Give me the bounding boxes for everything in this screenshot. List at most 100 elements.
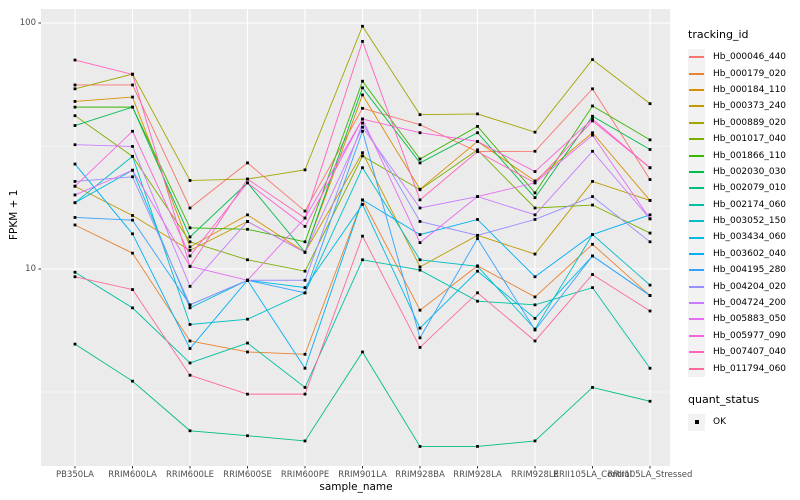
legend-key-swatch — [688, 212, 705, 230]
data-point — [361, 24, 364, 28]
legend-key-swatch — [688, 179, 705, 197]
data-point — [533, 295, 537, 299]
quant-status-legend-entries: OK — [688, 413, 800, 431]
data-point — [418, 157, 422, 161]
data-point — [73, 114, 77, 118]
legend-key-swatch — [688, 245, 705, 263]
y-tick-label: 10 — [25, 263, 36, 274]
data-point — [303, 291, 307, 295]
data-point — [591, 131, 594, 135]
legend-key-line — [689, 252, 704, 255]
legend-key-line — [689, 220, 704, 223]
x-tick-label: RRIM600SE — [223, 470, 272, 480]
data-point — [246, 220, 249, 223]
legend-key-swatch — [688, 327, 705, 345]
data-point — [131, 232, 134, 236]
legend-entry: Hb_000046_440 — [688, 48, 800, 66]
data-point — [188, 373, 192, 377]
legend-entry: Hb_002030_030 — [688, 163, 800, 181]
data-point — [73, 223, 77, 227]
data-point — [188, 323, 192, 326]
data-point — [131, 288, 134, 291]
data-point — [73, 124, 77, 127]
data-point — [73, 275, 77, 279]
x-axis-title: sample_name — [319, 481, 393, 493]
data-point — [303, 224, 307, 228]
x-tick-label: RRIM928LE — [511, 470, 559, 480]
legend-key-swatch — [688, 147, 705, 165]
data-point — [648, 178, 652, 181]
data-point — [533, 191, 537, 195]
legend-title-quant-status: quant_status — [688, 392, 760, 406]
legend-entry-label: Hb_000373_240 — [713, 101, 787, 112]
data-point — [533, 252, 537, 256]
data-point — [73, 193, 77, 197]
legend-entry: Hb_004204_020 — [688, 278, 800, 296]
legend-key-swatch — [688, 278, 705, 296]
legend-key-line — [689, 187, 704, 190]
data-point — [418, 445, 422, 448]
legend-entry-label: Hb_004204_020 — [713, 281, 787, 292]
data-point — [648, 102, 652, 106]
data-point — [533, 339, 537, 343]
legend-key-swatch — [688, 310, 705, 328]
data-point — [303, 352, 307, 356]
data-point — [73, 184, 77, 188]
data-point — [246, 258, 249, 262]
legend-key-swatch — [688, 130, 705, 148]
data-point — [418, 131, 422, 135]
legend-entry: Hb_003602_040 — [688, 245, 800, 263]
data-point — [188, 206, 192, 210]
data-point — [533, 275, 537, 279]
data-point — [418, 113, 422, 117]
data-point — [303, 216, 307, 220]
x-tick-label: RRII105LA_Control — [553, 470, 632, 480]
data-point — [476, 140, 479, 143]
legend-key-line — [689, 88, 704, 91]
data-point — [591, 149, 594, 153]
data-point — [418, 233, 422, 236]
data-point — [476, 291, 479, 295]
data-point — [591, 133, 594, 137]
data-point — [533, 303, 537, 307]
quant-status-legend: quant_status OK — [688, 392, 800, 431]
data-point — [648, 138, 652, 142]
data-point — [591, 114, 594, 118]
data-point — [361, 86, 364, 90]
data-point — [418, 346, 422, 349]
legend-entry-label: Hb_004195_280 — [713, 265, 787, 276]
data-point — [303, 439, 307, 443]
data-point — [73, 162, 77, 166]
legend-entry-label: Hb_003052_150 — [713, 216, 787, 227]
legend-entry-label: Hb_000046_440 — [713, 52, 787, 63]
data-point — [591, 233, 594, 236]
data-point — [246, 278, 249, 282]
data-point — [533, 179, 537, 183]
data-point — [303, 366, 307, 370]
data-point — [418, 308, 422, 312]
legend-entry-label: Hb_000179_020 — [713, 68, 787, 79]
data-point — [418, 123, 422, 127]
data-point — [246, 341, 249, 345]
legend-key-swatch — [688, 163, 705, 181]
legend-entry: Hb_005977_090 — [688, 327, 800, 345]
legend-key-line — [689, 351, 704, 354]
data-point — [361, 258, 364, 262]
data-point — [476, 112, 479, 116]
data-point — [591, 386, 594, 389]
data-point — [73, 100, 77, 103]
data-point — [648, 166, 652, 170]
data-point — [188, 429, 192, 433]
data-point — [361, 234, 364, 238]
data-point — [648, 309, 652, 313]
data-point — [188, 339, 192, 343]
data-point — [246, 434, 249, 438]
legend-key-line — [689, 138, 704, 141]
legend-key-line — [689, 203, 704, 206]
data-point — [188, 179, 192, 182]
data-point — [648, 199, 652, 202]
data-point — [188, 347, 192, 350]
data-point — [303, 278, 307, 282]
data-point — [246, 392, 249, 396]
legend-entry: Hb_004724_200 — [688, 294, 800, 312]
